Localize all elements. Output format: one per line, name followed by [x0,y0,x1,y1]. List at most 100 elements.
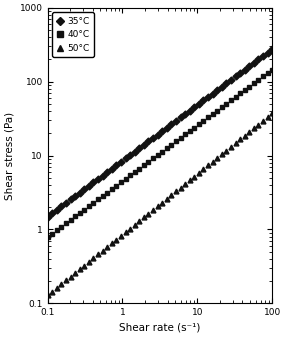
50°C [229,145,233,149]
50°C [234,141,237,145]
35°C [115,163,118,167]
40°C [206,115,210,119]
35°C [110,167,113,171]
35°C [179,116,182,120]
40°C [211,112,214,116]
50°C [184,182,187,186]
35°C [257,57,260,61]
50°C [128,226,132,231]
35°C [119,160,123,164]
40°C [151,156,155,160]
40°C [96,197,100,202]
50°C [73,271,77,275]
35°C [188,109,192,113]
Line: 40°C: 40°C [45,67,275,239]
40°C [105,190,109,194]
35°C [225,81,228,85]
Y-axis label: Shear stress (Pa): Shear stress (Pa) [4,112,14,200]
40°C [248,85,251,89]
40°C [202,119,205,123]
40°C [138,166,141,171]
35°C [165,126,168,130]
Legend: 35°C, 40°C, 50°C: 35°C, 40°C, 50°C [52,12,94,57]
35°C [60,204,63,208]
35°C [206,95,210,99]
50°C [64,278,68,282]
35°C [69,197,72,202]
50°C [252,126,256,130]
50°C [170,193,173,197]
50°C [105,245,109,249]
40°C [266,71,269,75]
50°C [138,219,141,223]
50°C [174,189,178,193]
50°C [248,130,251,134]
35°C [73,194,77,198]
35°C [197,102,201,106]
35°C [147,140,150,144]
40°C [119,180,123,184]
40°C [261,74,265,79]
50°C [211,160,214,164]
40°C [101,194,104,198]
40°C [184,132,187,136]
40°C [69,218,72,222]
50°C [147,212,150,216]
40°C [220,105,223,109]
35°C [156,132,159,136]
40°C [188,129,192,133]
35°C [270,47,274,51]
50°C [115,238,118,242]
50°C [202,167,205,171]
35°C [50,211,54,215]
50°C [193,175,196,179]
40°C [110,187,113,191]
40°C [197,122,201,126]
50°C [50,289,54,294]
50°C [156,204,159,208]
50°C [261,119,265,123]
40°C [133,170,137,174]
50°C [60,282,63,286]
40°C [174,139,178,143]
40°C [234,95,237,99]
40°C [83,208,86,212]
35°C [211,92,214,96]
X-axis label: Shear rate (s⁻¹): Shear rate (s⁻¹) [119,323,201,333]
50°C [206,163,210,167]
50°C [160,201,164,205]
35°C [215,88,219,92]
50°C [197,171,201,175]
35°C [87,184,91,188]
35°C [64,201,68,205]
35°C [128,153,132,157]
35°C [229,78,233,82]
40°C [78,211,82,215]
35°C [83,187,86,191]
35°C [160,129,164,133]
50°C [55,286,58,290]
50°C [124,230,127,234]
40°C [147,160,150,164]
50°C [243,134,247,138]
Line: 35°C: 35°C [45,47,275,219]
35°C [193,105,196,109]
40°C [128,174,132,178]
40°C [124,177,127,181]
Line: 50°C: 50°C [45,111,275,298]
50°C [133,223,137,227]
50°C [151,208,155,212]
40°C [257,78,260,82]
40°C [270,67,274,71]
50°C [215,156,219,160]
35°C [252,61,256,65]
35°C [184,112,187,116]
40°C [92,201,95,205]
35°C [220,85,223,89]
35°C [261,54,265,58]
50°C [220,152,223,156]
50°C [165,197,168,201]
50°C [83,264,86,268]
40°C [229,98,233,102]
35°C [96,177,100,181]
